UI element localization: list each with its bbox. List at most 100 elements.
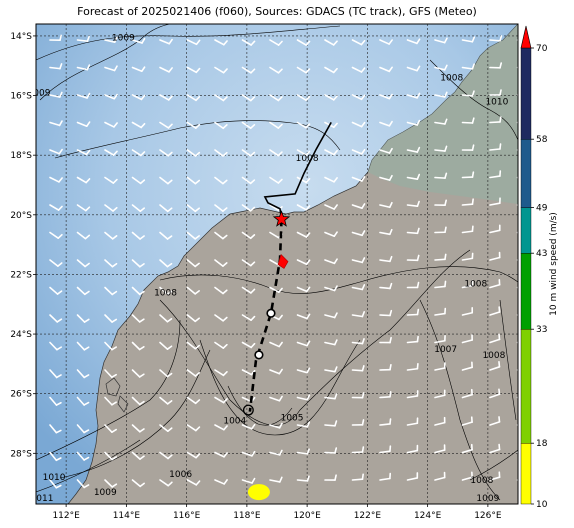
wind-barb xyxy=(461,117,475,124)
wind-barb xyxy=(434,444,446,454)
wind-barb xyxy=(214,424,228,431)
wind-barb xyxy=(214,369,228,377)
wind-barb xyxy=(269,449,283,456)
wind-barb xyxy=(351,446,365,454)
wind-barb xyxy=(351,392,365,399)
wind-barb xyxy=(214,231,228,240)
wind-barb xyxy=(241,314,256,321)
wind-barb xyxy=(461,198,474,206)
wind-barb xyxy=(269,368,283,375)
wind-barb xyxy=(324,94,338,101)
wind-barb xyxy=(186,176,201,185)
wind-barb xyxy=(434,226,447,234)
wind-barb xyxy=(104,93,118,100)
wind-barb xyxy=(379,336,392,344)
colorbar-segment xyxy=(520,47,532,140)
wind-barb xyxy=(49,120,63,127)
lon-tick-label: 126°E xyxy=(474,511,502,521)
wind-barb xyxy=(379,66,393,73)
wind-barb xyxy=(241,94,256,102)
wind-barb xyxy=(241,149,256,157)
wind-barb xyxy=(379,418,392,426)
contour-label: 1010 xyxy=(43,473,66,483)
wind-barb xyxy=(104,204,118,212)
wind-barb xyxy=(49,204,63,211)
wind-barb xyxy=(186,369,201,377)
wind-barb xyxy=(104,314,118,323)
wind-barb xyxy=(434,199,447,206)
wind-barb xyxy=(461,416,473,426)
wind-barb xyxy=(76,231,91,240)
wind-barb xyxy=(131,451,145,460)
contour-label: 1009 xyxy=(94,488,117,498)
wind-barb xyxy=(324,66,338,74)
wind-barb xyxy=(379,93,393,100)
wind-barb xyxy=(351,365,365,372)
wind-barb xyxy=(351,39,366,46)
wind-barb xyxy=(489,443,501,454)
wind-barb xyxy=(214,39,228,46)
colorbar-tick-label: 70 xyxy=(536,44,548,54)
wind-barb xyxy=(214,204,228,212)
contour-label: 1005 xyxy=(281,414,304,424)
wind-barb xyxy=(269,422,283,429)
wind-barb xyxy=(76,314,90,323)
wind-barb xyxy=(406,362,419,371)
colorbar-extend-arrow xyxy=(520,25,532,49)
colorbar-tick-label: 58 xyxy=(536,135,548,145)
colorbar-tick-label: 18 xyxy=(536,439,548,449)
map-title: Forecast of 2025021406 (f060), Sources: … xyxy=(77,5,477,18)
wind-barb xyxy=(351,94,366,101)
wind-barb xyxy=(461,90,475,97)
wind-barb xyxy=(76,149,91,156)
wind-barb xyxy=(296,394,311,401)
wind-barb xyxy=(131,314,145,323)
wind-barb xyxy=(241,477,256,484)
wind-barb xyxy=(159,121,173,129)
wind-barb xyxy=(49,314,63,323)
coast-islands xyxy=(117,395,129,413)
wind-barb xyxy=(406,308,420,316)
wind-barb xyxy=(296,313,311,320)
lon-tick-label: 114°E xyxy=(113,511,141,521)
tc-track-forecast xyxy=(248,219,283,412)
lat-tick-label: 24°S xyxy=(10,330,32,340)
wind-barb xyxy=(76,396,90,406)
wind-barbs xyxy=(49,34,518,489)
wind-barb xyxy=(324,474,337,481)
wind-barb xyxy=(159,66,173,73)
wind-barb xyxy=(131,369,145,378)
forecast-marker-wedge xyxy=(277,253,289,269)
wind-barb xyxy=(49,63,63,70)
lon-tick-label: 112°E xyxy=(52,511,80,521)
wind-barb xyxy=(324,204,338,210)
lat-tick-label: 28°S xyxy=(10,449,32,459)
forecast-marker-circle xyxy=(242,404,254,416)
map-frame xyxy=(35,23,519,505)
wind-barb xyxy=(159,479,173,487)
wind-barb xyxy=(131,231,145,240)
wind-barb xyxy=(489,89,502,96)
wind-barb xyxy=(324,231,338,238)
wind-barb xyxy=(241,176,256,185)
wind-barb xyxy=(296,475,310,482)
wind-barb xyxy=(351,148,366,155)
wind-barb xyxy=(131,479,145,488)
wind-barb xyxy=(214,259,228,267)
colorbar-tick-label: 33 xyxy=(536,325,547,335)
wind-barb xyxy=(186,479,201,486)
wind-barb xyxy=(269,94,283,102)
wind-barb xyxy=(434,37,448,44)
lat-tick-label: 18°S xyxy=(10,151,32,161)
colorbar-tick-label: 49 xyxy=(536,204,548,214)
wind-barb xyxy=(186,314,200,323)
wind-barb xyxy=(379,472,392,481)
wind-barb xyxy=(351,66,366,73)
colorbar-label: 10 m wind speed (m/s) xyxy=(549,212,559,316)
wind-barb xyxy=(434,91,448,98)
wind-barb xyxy=(296,66,311,74)
wind-barb xyxy=(269,476,283,483)
wind-barb xyxy=(76,64,91,71)
wind-barb xyxy=(104,121,118,128)
wind-barb xyxy=(489,170,502,179)
